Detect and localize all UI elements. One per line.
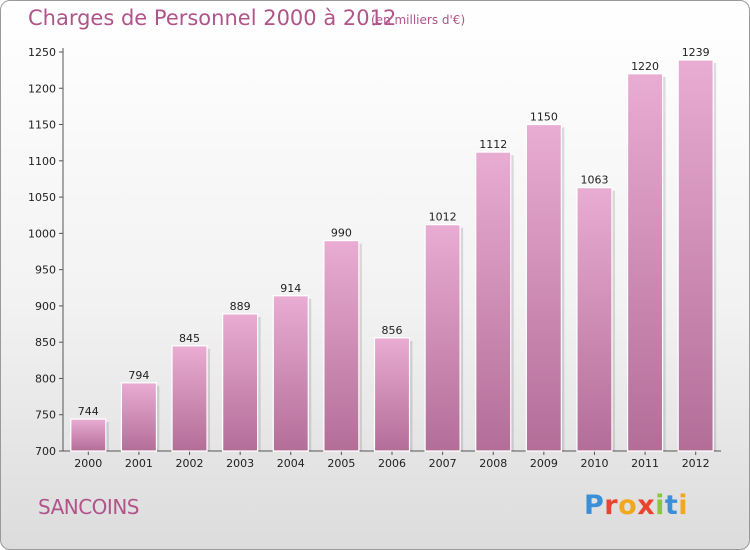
x-tick-label: 2006 xyxy=(378,457,406,470)
bar xyxy=(171,345,208,452)
bar xyxy=(272,295,309,452)
bar xyxy=(373,337,411,452)
bar-value-label: 1012 xyxy=(429,211,457,224)
logo-letter: t xyxy=(664,490,679,521)
bar-value-label: 1112 xyxy=(479,138,507,151)
proxiti-logo[interactable]: Proxiti xyxy=(584,490,688,521)
y-tick-label: 1250 xyxy=(28,46,56,59)
chart-labels: 744 2000 794 2001 845 2002 889 2003 914 2004 990 20… xyxy=(74,46,709,470)
y-tick-label: 700 xyxy=(35,445,56,458)
chart-title: Charges de Personnel 2000 à 2012 xyxy=(28,6,397,30)
commune-name: SANCOINS xyxy=(38,495,139,519)
bar xyxy=(626,73,664,452)
chart-axes: 700 750 800 850 900 950 1000 1050 1100 1150 1200 12… xyxy=(28,46,721,458)
bar xyxy=(525,123,562,452)
x-tick-label: 2003 xyxy=(226,457,254,470)
y-tick-label: 1000 xyxy=(28,227,56,240)
logo-letter: x xyxy=(637,490,656,521)
x-tick-label: 2009 xyxy=(530,457,558,470)
logo-letter: r xyxy=(604,490,619,521)
chart-subtitle: (en milliers d'€) xyxy=(371,13,466,27)
x-tick-label: 2008 xyxy=(479,457,507,470)
y-tick-label: 750 xyxy=(35,409,56,422)
y-tick-label: 800 xyxy=(35,372,56,385)
x-tick-label: 2001 xyxy=(125,457,153,470)
bar xyxy=(424,224,461,452)
y-tick-label: 1150 xyxy=(28,119,56,132)
logo-letter: P xyxy=(584,490,605,521)
bar-value-label: 845 xyxy=(179,332,200,345)
bar xyxy=(323,240,360,452)
bar-value-label: 856 xyxy=(382,324,403,337)
bar-value-label: 1220 xyxy=(631,60,659,73)
bar xyxy=(222,313,259,452)
x-tick-label: 2011 xyxy=(631,457,659,470)
y-tick-label: 950 xyxy=(35,264,56,277)
bar-value-label: 744 xyxy=(78,405,99,418)
bar xyxy=(677,59,714,452)
logo-letter: o xyxy=(618,490,638,521)
bar-value-label: 889 xyxy=(230,300,251,313)
x-tick-label: 2002 xyxy=(176,457,204,470)
bar-value-label: 794 xyxy=(128,369,149,382)
bar-value-label: 1239 xyxy=(682,46,710,59)
y-tick-label: 1050 xyxy=(28,191,56,204)
x-tick-label: 2000 xyxy=(74,457,102,470)
y-tick-label: 900 xyxy=(35,300,56,313)
y-tick-label: 850 xyxy=(35,336,56,349)
x-tick-label: 2005 xyxy=(327,457,355,470)
bar xyxy=(120,382,158,452)
bar xyxy=(576,187,613,452)
bar-value-label: 1150 xyxy=(530,111,558,124)
bar-value-label: 914 xyxy=(280,282,301,295)
bar xyxy=(70,418,107,452)
bar-value-label: 990 xyxy=(331,227,352,240)
chart-bars xyxy=(70,59,717,452)
x-tick-label: 2012 xyxy=(682,457,710,470)
x-tick-label: 2007 xyxy=(429,457,457,470)
logo-letter: i xyxy=(655,490,665,521)
y-tick-label: 1200 xyxy=(28,82,56,95)
logo-letter: i xyxy=(678,490,689,521)
y-tick-label: 1100 xyxy=(28,155,56,168)
x-tick-label: 2010 xyxy=(580,457,608,470)
bar xyxy=(475,151,512,452)
x-tick-label: 2004 xyxy=(277,457,305,470)
bar-value-label: 1063 xyxy=(580,174,608,187)
